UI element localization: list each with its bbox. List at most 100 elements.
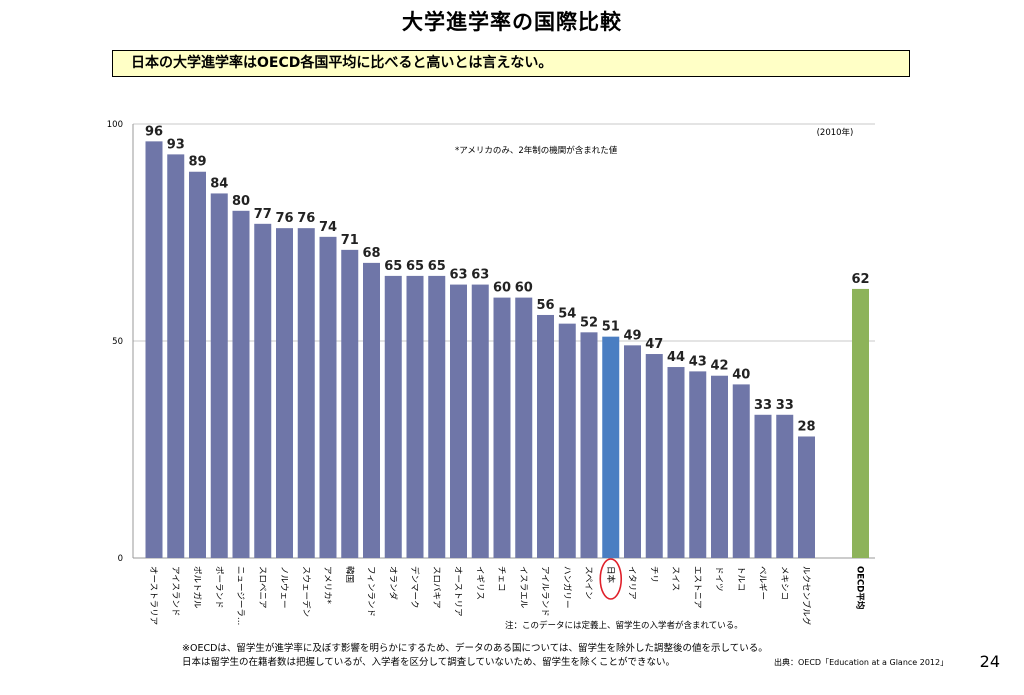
bar-value-label: 47 — [645, 337, 663, 352]
bar-value-label: 71 — [341, 233, 359, 248]
y-tick-label: 100 — [107, 120, 123, 130]
x-tick-label: イタリア — [627, 566, 637, 600]
bar — [602, 336, 620, 558]
y-tick-label: 0 — [118, 554, 123, 564]
bar-value-label: 65 — [384, 259, 402, 274]
bar-value-label: 84 — [210, 176, 228, 191]
x-tick-label: フィンランド — [366, 566, 376, 617]
bar-value-label: 49 — [623, 328, 641, 343]
chart-year-label: (2010年) — [817, 127, 854, 138]
bar-value-label: 33 — [776, 398, 794, 413]
source-credit: 出典：OECD「Education at a Glance 2012」 — [774, 658, 949, 667]
x-tick-label: オーストラリア — [148, 566, 158, 625]
x-tick-label: ベルギー — [757, 566, 767, 600]
bar-value-label: 42 — [710, 359, 728, 374]
bar-value-label: 33 — [754, 398, 772, 413]
bar — [341, 249, 359, 559]
x-tick-label: ポーランド — [213, 566, 223, 609]
x-tick-label: トルコ — [735, 566, 745, 591]
bar — [363, 262, 380, 558]
bar — [645, 354, 663, 558]
x-tick-label: メキシコ — [779, 566, 789, 600]
x-tick-label: ニュージーラ… — [235, 566, 245, 625]
bar — [232, 210, 250, 559]
subtitle-box: 日本の大学進学率はOECD各国平均に比べると高いとは言えない。 — [112, 50, 910, 77]
bar — [580, 332, 598, 558]
bar — [515, 297, 533, 558]
x-tick-label: ルクセンブルグ — [801, 566, 812, 626]
highlight-circle — [599, 558, 623, 600]
footnote-1: ※OECDは、留学生が進学率に及ぼす影響を明らかにするため、データのある国につい… — [182, 643, 768, 654]
x-tick-label: アイスランド — [170, 566, 180, 616]
x-tick-label: スウェーデン — [300, 566, 311, 617]
bar-value-label: 63 — [449, 268, 467, 283]
footnote-2: 日本は留学生の在籍者数は把握しているが、入学者を区分して調査していないため、留学… — [182, 657, 675, 668]
bar-oecd-average — [852, 288, 869, 558]
x-tick-label: ドイツ — [714, 566, 724, 592]
y-tick-label: 50 — [112, 337, 123, 347]
x-tick-label: 日本 — [605, 566, 616, 584]
bar-value-label: 54 — [558, 307, 576, 322]
bar-value-label: 56 — [536, 298, 554, 313]
bar-value-label: 77 — [254, 207, 272, 222]
x-tick-label: エストニア — [692, 566, 702, 609]
bar — [558, 323, 576, 558]
bar-value-label: 28 — [797, 419, 815, 434]
bar-value-label: 62 — [851, 272, 869, 287]
bar-value-label: 96 — [145, 124, 163, 139]
bar — [798, 436, 815, 558]
x-tick-label: デンマーク — [409, 566, 420, 609]
x-tick-label: オーストリア — [453, 566, 463, 617]
bar — [384, 275, 402, 558]
bar — [493, 297, 511, 558]
bar-value-label: 65 — [428, 259, 446, 274]
bar-value-label: 68 — [362, 246, 380, 261]
chart-annotation: *アメリカのみ、2年制の機関が含まれた値 — [455, 145, 618, 156]
bar-value-label: 74 — [319, 220, 337, 235]
x-tick-label: イスラエル — [518, 566, 528, 609]
x-tick-label: オランダ — [387, 566, 398, 601]
label-layer: 0 50 100 96 オーストラリア 93 アイスランド 89 ポルトガル 84 ポーランド 80 ニ… — [107, 120, 870, 626]
bar-value-label: 40 — [732, 367, 750, 382]
bar — [754, 414, 772, 558]
x-tick-label: スイス — [670, 566, 680, 591]
bar-value-label: 60 — [515, 281, 533, 296]
bar — [189, 171, 206, 559]
x-tick-label: チリ — [648, 566, 658, 583]
page-number: 24 — [979, 652, 1000, 671]
x-tick-label: ポルトガル — [192, 566, 203, 609]
bar — [537, 314, 554, 558]
bar — [167, 154, 185, 558]
bar-value-label: 51 — [602, 320, 620, 335]
bar-value-label: 89 — [188, 155, 206, 170]
x-tick-label: スペイン — [583, 566, 593, 599]
bar — [450, 284, 467, 558]
bar-value-label: 80 — [232, 194, 250, 209]
bar — [667, 367, 685, 558]
bar-value-label: 93 — [167, 137, 185, 152]
bar — [145, 141, 163, 559]
x-tick-label: アイルランド — [540, 566, 550, 617]
bar-value-label: 43 — [689, 354, 707, 369]
x-tick-label: イギリス — [474, 566, 484, 600]
bar — [624, 345, 641, 558]
bar — [406, 275, 424, 558]
x-tick-label: 韓国 — [344, 566, 355, 583]
x-tick-label: ノルウェー — [279, 566, 289, 609]
bar — [711, 375, 728, 558]
bar — [210, 193, 228, 558]
x-tick-label: アメリカ* — [322, 566, 332, 604]
bar — [428, 275, 446, 558]
x-tick-label: スロバキア — [431, 566, 441, 609]
bar-layer — [145, 141, 869, 559]
bar-value-label: 76 — [297, 211, 315, 226]
bar-value-label: 44 — [667, 350, 685, 365]
bar-value-label: 60 — [493, 281, 511, 296]
bar-value-label: 76 — [275, 211, 293, 226]
x-tick-label: ハンガリー — [561, 566, 572, 609]
bar — [276, 228, 293, 558]
bar-value-label: 52 — [580, 315, 598, 330]
bar — [297, 228, 315, 558]
page-title: 大学進学率の国際比較 — [402, 10, 622, 34]
chart-note: 注：このデータには定義上、留学生の入学者が含まれている。 — [505, 620, 743, 631]
